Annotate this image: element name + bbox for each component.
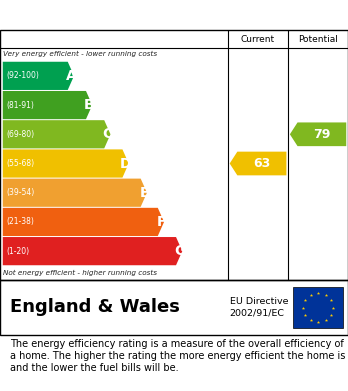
Text: Potential: Potential bbox=[298, 34, 338, 43]
Polygon shape bbox=[3, 208, 164, 236]
Polygon shape bbox=[3, 91, 92, 119]
Text: The energy efficiency rating is a measure of the overall efficiency of a home. T: The energy efficiency rating is a measur… bbox=[10, 339, 346, 373]
Text: (55-68): (55-68) bbox=[6, 159, 34, 168]
Text: B: B bbox=[84, 98, 95, 112]
Text: Energy Efficiency Rating: Energy Efficiency Rating bbox=[10, 6, 239, 24]
Text: E: E bbox=[140, 186, 149, 200]
Polygon shape bbox=[230, 152, 286, 175]
Text: G: G bbox=[174, 244, 185, 258]
Text: Very energy efficient - lower running costs: Very energy efficient - lower running co… bbox=[3, 51, 158, 57]
Text: (21-38): (21-38) bbox=[6, 217, 34, 226]
Polygon shape bbox=[3, 149, 129, 178]
Text: Current: Current bbox=[241, 34, 275, 43]
Text: A: A bbox=[66, 69, 77, 83]
Text: Not energy efficient - higher running costs: Not energy efficient - higher running co… bbox=[3, 270, 158, 276]
Text: F: F bbox=[157, 215, 166, 229]
Text: D: D bbox=[120, 156, 132, 170]
Text: (1-20): (1-20) bbox=[6, 247, 29, 256]
Text: (92-100): (92-100) bbox=[6, 71, 39, 81]
FancyBboxPatch shape bbox=[293, 287, 343, 328]
Polygon shape bbox=[3, 62, 74, 90]
Polygon shape bbox=[3, 237, 182, 265]
Polygon shape bbox=[290, 122, 346, 146]
Text: England & Wales: England & Wales bbox=[10, 298, 180, 316]
Text: C: C bbox=[103, 127, 113, 141]
Text: EU Directive
2002/91/EC: EU Directive 2002/91/EC bbox=[230, 297, 288, 318]
Text: 79: 79 bbox=[313, 128, 331, 141]
Text: (81-91): (81-91) bbox=[6, 100, 34, 109]
Text: (39-54): (39-54) bbox=[6, 188, 34, 197]
Text: 63: 63 bbox=[253, 157, 270, 170]
Text: (69-80): (69-80) bbox=[6, 130, 34, 139]
Polygon shape bbox=[3, 120, 110, 149]
Polygon shape bbox=[3, 179, 147, 207]
